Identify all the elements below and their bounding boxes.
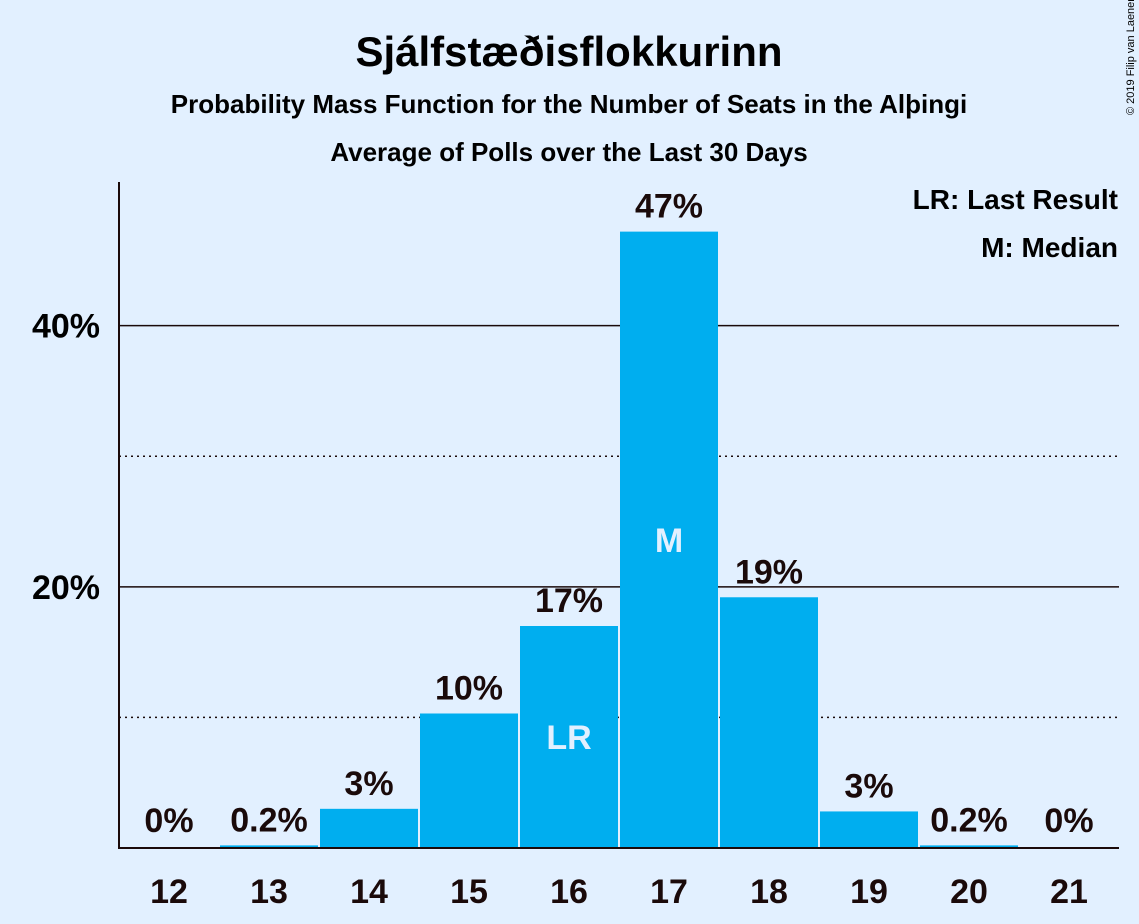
x-tick-label: 12 [150,873,188,911]
bar-marker-lr: LR [546,719,591,757]
y-tick-label: 20% [32,569,100,607]
x-tick-label: 20 [950,873,988,911]
chart-subtitle: Probability Mass Function for the Number… [171,89,967,119]
data-label-seats-16: 17% [535,582,603,620]
bar-seats-13 [220,845,318,848]
data-label-seats-13: 0.2% [230,801,308,839]
x-tick-label: 16 [550,873,588,911]
bar-seats-16 [520,626,618,848]
x-tick-label: 14 [350,873,388,911]
x-axis-ticks: 12 13 14 15 16 17 18 19 20 21 [150,873,1088,911]
chart-subtitle-period: Average of Polls over the Last 30 Days [330,137,807,167]
legend-median: M: Median [981,232,1118,263]
bar-marker-m: M [655,522,683,560]
data-label-seats-15: 10% [435,669,503,707]
bar-seats-20 [920,845,1018,848]
gridlines [119,324,1119,719]
x-tick-label: 13 [250,873,288,911]
x-tick-label: 15 [450,873,488,911]
data-label-seats-12: 0% [144,802,193,840]
copyright-note: © 2019 Filip van Laenen [1125,0,1137,115]
bar-seats-18 [720,597,818,848]
y-tick-label: 40% [32,308,100,346]
x-tick-label: 19 [850,873,888,911]
data-label-seats-19: 3% [844,767,893,805]
data-label-seats-14: 3% [344,765,393,803]
data-label-seats-20: 0.2% [930,801,1008,839]
bar-seats-14 [320,808,418,848]
x-tick-label: 21 [1050,873,1088,911]
chart-title: Sjálfstæðisflokkurinn [355,28,782,75]
x-tick-label: 17 [650,873,688,911]
bars: 0% 0.2% 3% 10% 17% LR 47% M 19% 3% 0.2% 0% [144,188,1094,848]
y-axis-ticks: 20% 40% [32,308,100,607]
legend-last-result: LR: Last Result [913,184,1118,215]
bar-seats-19 [820,811,918,848]
x-tick-label: 18 [750,873,788,911]
data-label-seats-21: 0% [1044,802,1093,840]
bar-seats-15 [420,713,518,848]
data-label-seats-17: 47% [635,188,703,226]
bar-seats-17 [620,231,718,848]
data-label-seats-18: 19% [735,553,803,591]
